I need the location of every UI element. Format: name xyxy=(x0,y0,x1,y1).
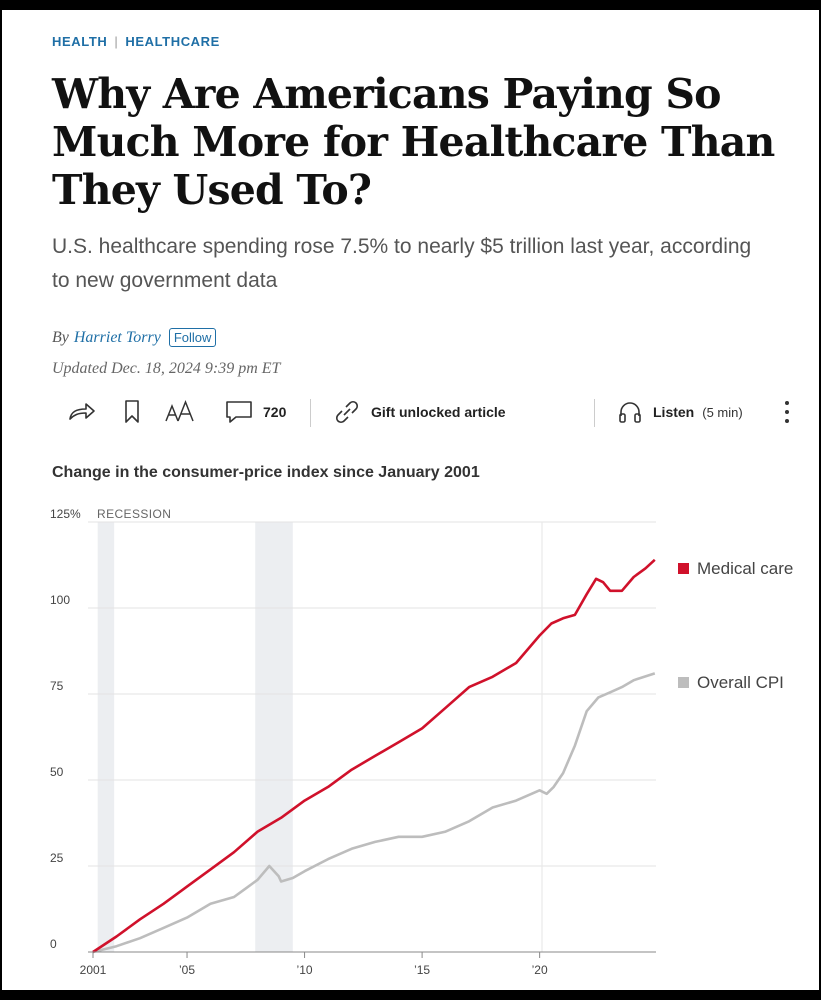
bookmark-icon xyxy=(125,400,139,423)
recession-band xyxy=(255,522,293,952)
comment-icon xyxy=(226,401,252,423)
kicker-health-link[interactable]: HEALTH xyxy=(52,34,108,49)
legend-label: Overall CPI xyxy=(697,673,784,692)
y-tick-label: 75 xyxy=(50,679,64,693)
follow-button[interactable]: Follow xyxy=(168,328,217,347)
byline-prefix: By xyxy=(52,328,69,346)
author-link[interactable]: Harriet Torry xyxy=(73,328,161,346)
series-line-medical-care xyxy=(92,558,656,954)
legend-swatch xyxy=(678,677,689,688)
x-tick-label: ’05 xyxy=(179,963,195,977)
text-size-button[interactable] xyxy=(164,392,198,432)
kicker-separator: | xyxy=(114,34,119,49)
y-tick-label: 25 xyxy=(50,851,64,865)
byline: By Harriet Torry Follow xyxy=(52,328,217,347)
x-tick-label: ’10 xyxy=(297,963,313,977)
gift-article-button[interactable]: Gift unlocked article xyxy=(332,392,506,432)
y-tick-label: 0 xyxy=(50,937,57,951)
chart-title: Change in the consumer-price index since… xyxy=(52,464,480,481)
listen-duration: (5 min) xyxy=(702,404,743,420)
listen-button[interactable]: Listen (5 min) xyxy=(617,392,743,432)
headphones-icon xyxy=(619,402,641,423)
dek: U.S. healthcare spending rose 7.5% to ne… xyxy=(52,235,752,292)
gift-article-label: Gift unlocked article xyxy=(371,404,506,420)
share-icon xyxy=(69,403,95,420)
article-toolbar: 720 Gift unlocked article Listen (5 min) xyxy=(52,392,812,432)
save-button[interactable] xyxy=(122,392,142,432)
listen-label: Listen xyxy=(653,404,695,420)
legend-label: Medical care xyxy=(697,559,793,578)
kicker-healthcare-link[interactable]: HEALTHCARE xyxy=(125,34,220,49)
y-tick-label: 125% xyxy=(50,507,81,521)
more-vertical-icon xyxy=(785,401,789,423)
updated-timestamp: Updated Dec. 18, 2024 9:39 pm ET xyxy=(52,360,281,377)
x-tick-label: 2001 xyxy=(80,963,107,977)
text-size-icon xyxy=(165,399,194,422)
y-tick-label: 100 xyxy=(50,593,70,607)
x-tick-label: ’15 xyxy=(414,963,430,977)
recession-label: RECESSION xyxy=(97,507,171,521)
comment-count: 720 xyxy=(263,404,287,420)
link-icon xyxy=(335,400,359,424)
toolbar-divider xyxy=(310,399,311,427)
legend-swatch xyxy=(678,563,689,574)
headline: Why Are Americans Paying So Much More fo… xyxy=(52,70,775,214)
article-page: HEALTH | HEALTHCARE Why Are Americans Payi… xyxy=(2,10,819,990)
kicker: HEALTH | HEALTHCARE xyxy=(52,34,220,49)
recession-band xyxy=(97,522,115,952)
comments-button[interactable]: 720 xyxy=(224,392,286,432)
x-tick-label: ’20 xyxy=(532,963,548,977)
more-options-button[interactable] xyxy=(777,392,797,432)
series-line-overall-cpi xyxy=(92,672,656,954)
y-tick-label: 50 xyxy=(50,765,64,779)
toolbar-divider xyxy=(594,399,595,427)
share-button[interactable] xyxy=(67,392,97,432)
